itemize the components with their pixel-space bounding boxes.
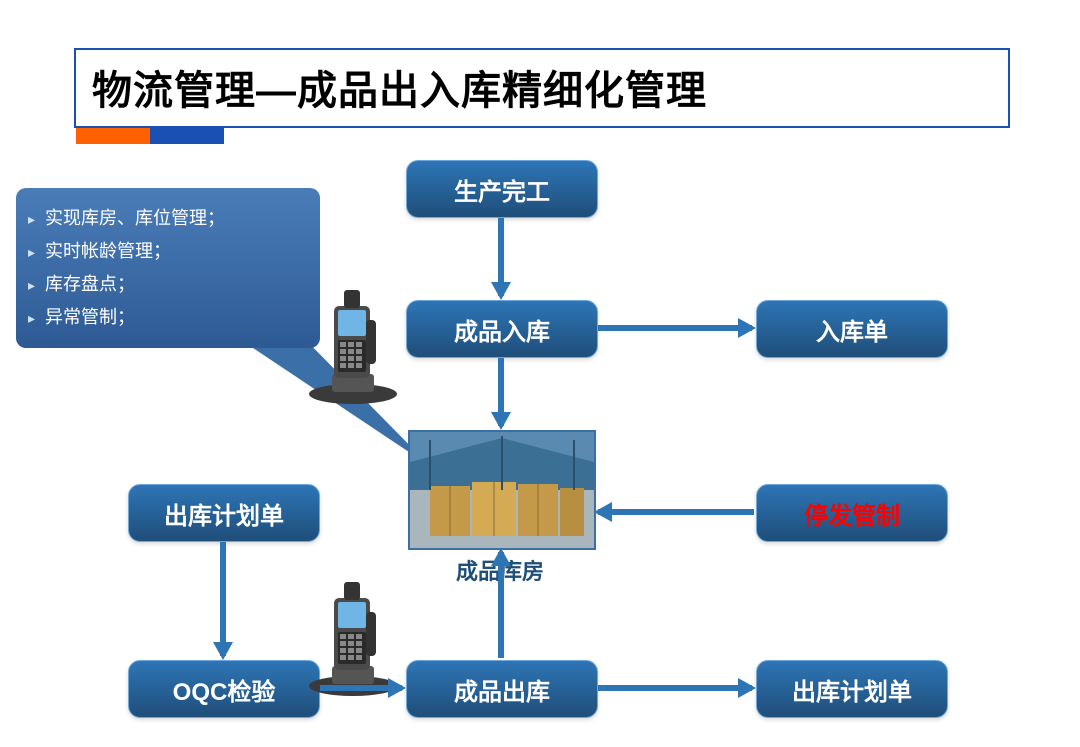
warehouse-label: 成品库房 <box>408 554 592 586</box>
accent-bar-orange <box>76 128 150 144</box>
node-label: 出库计划单 <box>164 496 284 531</box>
arrowhead <box>594 502 612 522</box>
arrowhead <box>491 412 511 430</box>
node-stop-control: 停发管制 <box>756 484 948 542</box>
node-label: 入库单 <box>816 312 888 347</box>
node-label: 成品入库 <box>454 312 550 347</box>
arrowhead <box>738 318 756 338</box>
feature-list: 实现库房、库位管理；实时帐龄管理；库存盘点；异常管制； <box>28 202 304 334</box>
scanner-icon <box>302 576 404 696</box>
node-inbound-order: 入库单 <box>756 300 948 358</box>
scanner-icon <box>302 284 404 404</box>
node-outbound-plan-right: 出库计划单 <box>756 660 948 718</box>
node-label: 出库计划单 <box>792 672 912 707</box>
node-label: 生产完工 <box>454 172 550 207</box>
arrowhead <box>491 282 511 300</box>
feature-item: 实现库房、库位管理； <box>28 202 304 235</box>
feature-callout: 实现库房、库位管理；实时帐龄管理；库存盘点；异常管制； <box>16 188 320 348</box>
node-label: OQC检验 <box>173 672 276 707</box>
node-label: 成品出库 <box>454 672 550 707</box>
node-outbound-plan-left: 出库计划单 <box>128 484 320 542</box>
warehouse-image <box>408 430 596 550</box>
title-frame: 物流管理—成品出入库精细化管理 <box>74 48 1010 128</box>
feature-item: 实时帐龄管理； <box>28 235 304 268</box>
arrowhead <box>213 642 233 660</box>
page-title: 物流管理—成品出入库精细化管理 <box>92 58 707 116</box>
feature-item: 库存盘点； <box>28 268 304 301</box>
arrowhead <box>738 678 756 698</box>
node-production-complete: 生产完工 <box>406 160 598 218</box>
node-label: 停发管制 <box>804 496 900 531</box>
feature-item: 异常管制； <box>28 301 304 334</box>
accent-bar-blue <box>150 128 224 144</box>
node-product-outbound: 成品出库 <box>406 660 598 718</box>
node-product-inbound: 成品入库 <box>406 300 598 358</box>
node-oqc-inspect: OQC检验 <box>128 660 320 718</box>
